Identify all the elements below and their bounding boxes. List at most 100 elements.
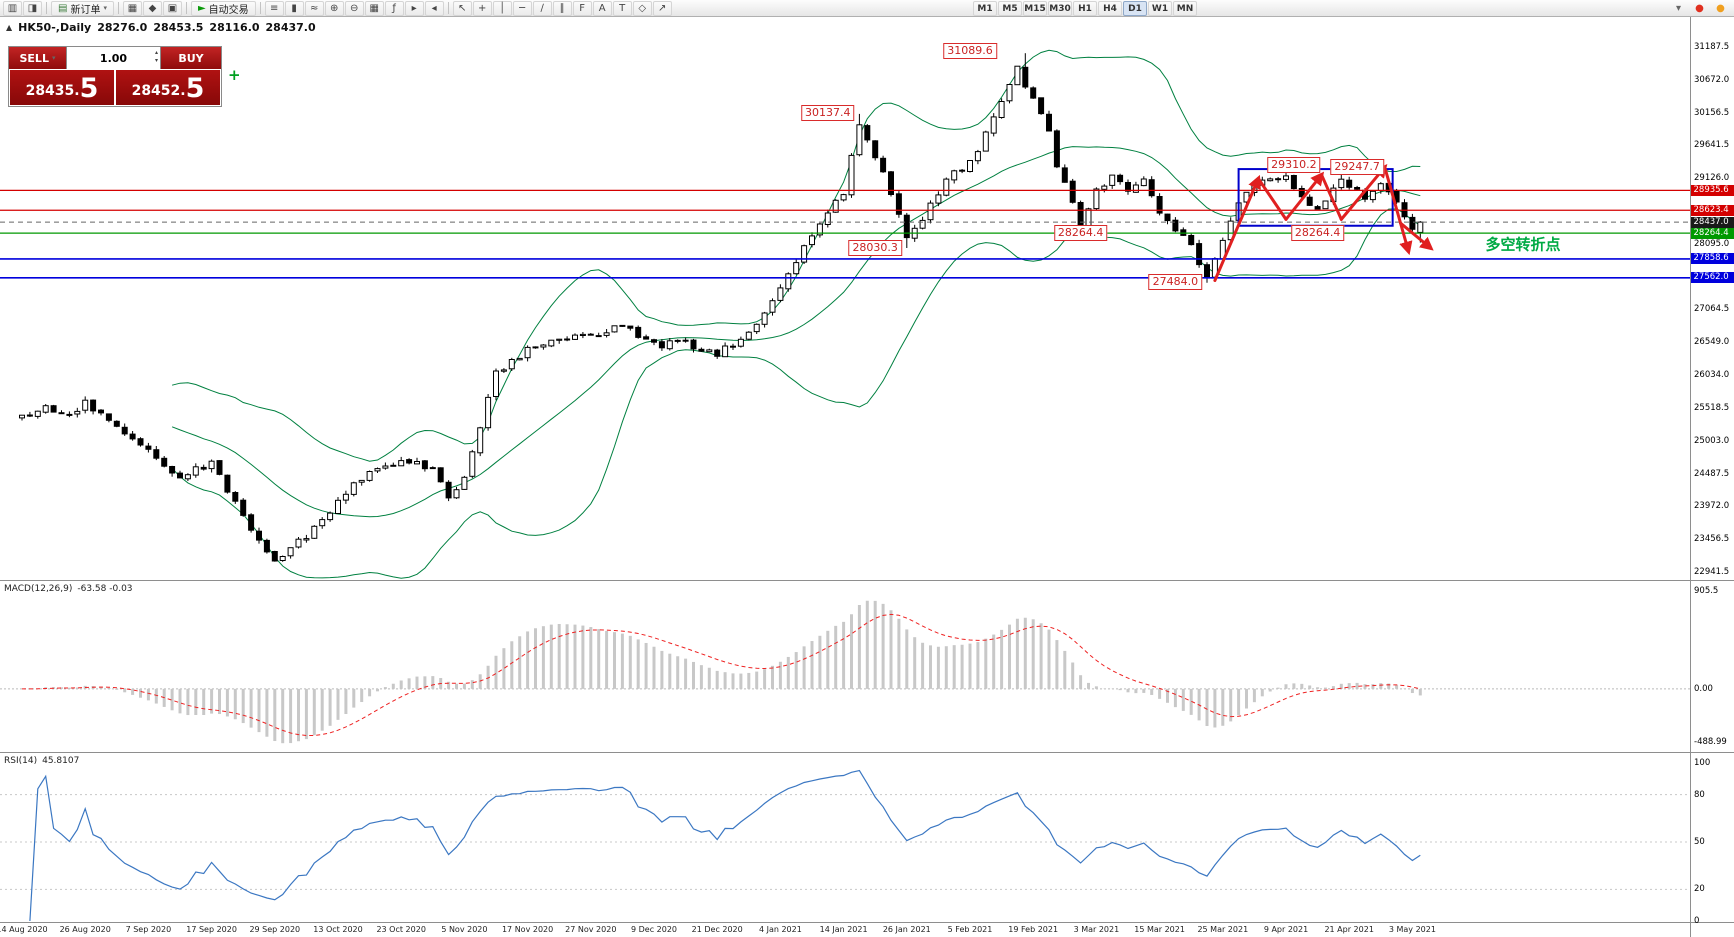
line-chart-icon[interactable]: ≈ <box>304 0 324 16</box>
date-axis-label: 5 Nov 2020 <box>441 925 488 934</box>
one-click-collapse-icon[interactable]: ▲ <box>6 23 13 32</box>
sell-button[interactable]: SELL ▾ <box>9 47 66 69</box>
sell-price-display[interactable]: 28435. 5 <box>10 70 114 105</box>
bar-chart-icon[interactable]: ≡ <box>264 0 284 16</box>
trendline-icon[interactable]: ∕ <box>532 0 552 16</box>
profiles-icon[interactable]: ◨ <box>23 0 42 16</box>
price-axis-label: 26549.0 <box>1694 337 1730 348</box>
volume-spinner[interactable]: ▴ ▾ <box>155 49 158 65</box>
price-axis-label: 23456.5 <box>1694 534 1730 545</box>
popup-menu-icon[interactable]: ▾ <box>1675 3 1682 14</box>
date-axis-label: 23 Oct 2020 <box>376 925 426 934</box>
terminal-icon[interactable]: ▣ <box>162 0 182 16</box>
price-axis-label: 29126.0 <box>1694 173 1730 184</box>
channel-icon[interactable]: ∥ <box>552 0 572 16</box>
sell-caret-icon[interactable]: ▾ <box>51 54 56 62</box>
navigator-icon[interactable]: ◆ <box>142 0 162 16</box>
tile-windows-icon[interactable]: ▦ <box>364 0 384 16</box>
new-order-button[interactable]: ▤ 新订单 ▾ <box>51 0 114 16</box>
timeframe-w1[interactable]: W1 <box>1148 1 1172 16</box>
autotrading-button[interactable]: ► 自动交易 <box>190 0 256 16</box>
volume-down-icon[interactable]: ▾ <box>154 57 158 64</box>
price-axis-label: 23972.0 <box>1694 501 1730 512</box>
date-axis-label: 26 Jan 2021 <box>882 925 931 934</box>
crosshair-icon[interactable]: + <box>472 0 492 16</box>
shapes-icon[interactable]: ◇ <box>632 0 652 16</box>
buy-price-display[interactable]: 28452. 5 <box>116 70 220 105</box>
price-tag: 28264.4 <box>1690 227 1734 239</box>
symbol-period-label: HK50-,Daily <box>18 21 92 34</box>
ohlc-open: 28276.0 <box>97 21 148 34</box>
panel-separator[interactable] <box>0 752 1734 753</box>
timeframe-m1[interactable]: M1 <box>973 1 997 16</box>
turning-point-note: 多空转折点 <box>1485 235 1561 254</box>
price-axis-label: 26034.0 <box>1694 370 1730 381</box>
toolbar: ▥ ◨ ▤ 新订单 ▾ ▦ ◆ ▣ ► 自动交易 ≡ ▮ ≈ ⊕ ⊖ ▦ ƒ ▸ ◂ ↖ + │ ─ ∕ ∥ F A T ◇ ↗ M1 M5 M… <box>0 0 1734 17</box>
ohlc-close: 28437.0 <box>265 21 316 34</box>
autotrading-button-icon: ► <box>197 2 206 14</box>
status-icon[interactable]: ● <box>1716 3 1725 14</box>
zoom-in-icon[interactable]: ⊕ <box>324 0 344 16</box>
date-axis-label: 9 Apr 2021 <box>1263 925 1309 934</box>
toolbar-separator <box>46 2 47 14</box>
date-axis-label: 19 Feb 2021 <box>1008 925 1059 934</box>
candlestick-icon[interactable]: ▮ <box>284 0 304 16</box>
alert-icon[interactable]: ● <box>1695 3 1704 14</box>
price-tag: 28437.0 <box>1690 216 1734 228</box>
price-tag: 28623.4 <box>1690 204 1734 216</box>
timeframe-m5[interactable]: M5 <box>998 1 1022 16</box>
timeframe-toolbar: M1 M5 M15 M30 H1 H4 D1 W1 MN <box>973 1 1197 16</box>
new-order-button-caret-icon[interactable]: ▾ <box>103 4 107 12</box>
arrows-icon[interactable]: ↗ <box>652 0 672 16</box>
cursor-icon[interactable]: ↖ <box>452 0 472 16</box>
label-icon[interactable]: T <box>612 0 632 16</box>
timeframe-h1[interactable]: H1 <box>1073 1 1097 16</box>
text-icon[interactable]: A <box>592 0 612 16</box>
price-scale-border <box>1690 17 1691 937</box>
date-axis-label: 3 Mar 2021 <box>1073 925 1120 934</box>
new-order-button-icon: ▤ <box>58 2 68 14</box>
price-annotation: 28264.4 <box>1053 224 1108 241</box>
macd-axis-label: 0.00 <box>1694 683 1713 694</box>
timeframe-m30[interactable]: M30 <box>1048 1 1072 16</box>
panel-separator[interactable] <box>0 580 1734 581</box>
volume-input[interactable]: 1.00 ▴ ▾ <box>66 47 161 69</box>
date-axis-label: 17 Nov 2020 <box>501 925 554 934</box>
date-axis-label: 15 Mar 2021 <box>1134 925 1185 934</box>
price-axis-label: 29641.5 <box>1694 140 1730 151</box>
market-watch-icon[interactable]: ▦ <box>122 0 142 16</box>
ohlc-high: 28453.5 <box>153 21 204 34</box>
rsi-axis-label: 50 <box>1694 837 1705 847</box>
chart-shift-icon[interactable]: ◂ <box>424 0 444 16</box>
price-annotation: 29247.7 <box>1330 159 1384 176</box>
toolbar-separator <box>447 2 449 14</box>
new-chart-icon[interactable]: ▥ <box>3 0 22 16</box>
horizontal-line-icon[interactable]: ─ <box>512 0 532 16</box>
timeframe-m15[interactable]: M15 <box>1023 1 1047 16</box>
price-axis-label: 31187.5 <box>1694 41 1730 52</box>
price-tag: 27858.6 <box>1690 253 1734 265</box>
buy-button[interactable]: BUY <box>161 47 221 69</box>
indicators-icon[interactable]: ƒ <box>384 0 404 16</box>
timeframe-mn[interactable]: MN <box>1173 1 1197 16</box>
zoom-out-icon[interactable]: ⊖ <box>344 0 364 16</box>
fibonacci-icon[interactable]: F <box>572 0 592 16</box>
vertical-line-icon[interactable]: │ <box>492 0 512 16</box>
one-click-trading-panel: SELL ▾ 1.00 ▴ ▾ BUY 28435. 5 28452. 5 <box>8 46 222 107</box>
date-axis-label: 4 Jan 2021 <box>758 925 802 934</box>
price-annotation: 27484.0 <box>1148 274 1203 291</box>
macd-axis-label: -488.99 <box>1694 736 1727 747</box>
date-axis-label: 14 Aug 2020 <box>0 925 48 934</box>
toolbar-separator <box>117 2 119 14</box>
toolbar-right-icons: ▾ ● ● <box>1669 1 1730 16</box>
rsi-axis-label: 100 <box>1694 758 1711 768</box>
volume-up-icon[interactable]: ▴ <box>154 49 158 56</box>
timeframe-d1[interactable]: D1 <box>1123 1 1147 16</box>
autoscroll-icon[interactable]: ▸ <box>404 0 424 16</box>
quick-trade-add-icon[interactable]: + <box>228 66 241 84</box>
chart-title: ▲ HK50-,Daily 28276.0 28453.5 28116.0 28… <box>6 21 316 34</box>
ohlc-low: 28116.0 <box>209 21 260 34</box>
price-annotation: 28030.3 <box>848 240 902 257</box>
date-axis-label: 13 Oct 2020 <box>313 925 363 934</box>
timeframe-h4[interactable]: H4 <box>1098 1 1122 16</box>
